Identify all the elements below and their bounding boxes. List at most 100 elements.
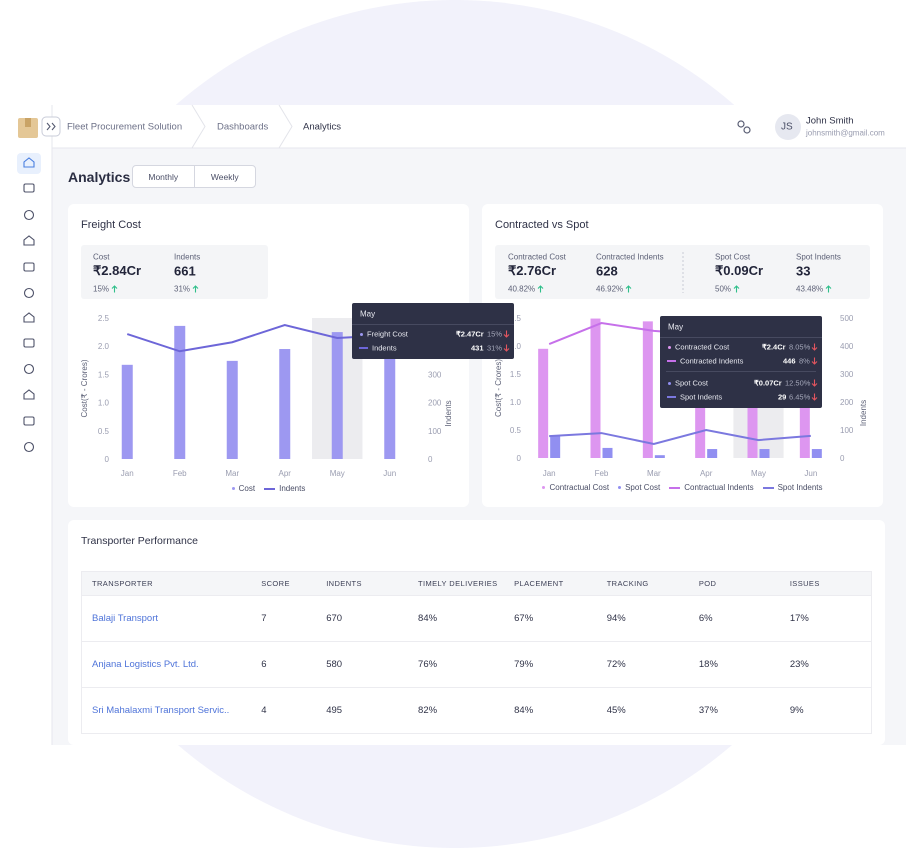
tooltip-value: 29 (778, 392, 787, 402)
nav-icon[interactable] (23, 416, 35, 426)
legend-dot (231, 487, 235, 490)
tooltip-value: 431 (471, 343, 484, 353)
y-tick-label: 2.0 (98, 342, 110, 351)
column-header: TIMELY DELIVERIES (418, 579, 498, 588)
chart-title: Freight Cost (81, 219, 141, 231)
avatar (775, 114, 801, 140)
column-header: PLACEMENT (514, 579, 564, 588)
column-header: INDENTS (326, 579, 362, 588)
nav-icon[interactable] (23, 235, 35, 246)
y2-tick-label: 300 (428, 370, 442, 379)
table-title: Transporter Performance (81, 535, 198, 547)
transporter-link[interactable]: Anjana Logistics Pvt. Ltd. (92, 659, 199, 670)
tooltip-label: Contracted Indents (680, 356, 744, 366)
tab[interactable]: Monthly (148, 171, 179, 182)
nav-icon[interactable] (23, 157, 35, 168)
nav-icon[interactable] (23, 441, 35, 453)
nav-icon[interactable] (23, 287, 35, 299)
tab[interactable]: Weekly (193, 166, 256, 187)
top-bar (6, 105, 906, 148)
stat-value: ₹2.76Cr (508, 263, 557, 278)
bar (642, 321, 653, 458)
y-tick-label: 0.5 (98, 427, 110, 436)
legend-label: Contractual Cost (549, 483, 610, 492)
transporter-link[interactable]: Balaji Transport (92, 613, 159, 624)
icon-shape (23, 416, 35, 426)
stat-change: 50% (715, 284, 732, 294)
tooltip-marker (360, 332, 363, 336)
stat-value: 628 (596, 263, 618, 279)
stat-value: ₹0.09Cr (715, 263, 764, 278)
tooltip-label: Spot Cost (675, 378, 708, 388)
tooltip: May Contracted Cost 8.05% ₹2.4Cr Contracted … (660, 316, 822, 408)
x-tick-label: Apr (700, 469, 713, 478)
tooltip-label: Contracted Cost (675, 342, 730, 352)
legend-item: Cost (231, 484, 255, 493)
tooltip-marker (668, 345, 671, 349)
logo-mark (25, 118, 31, 127)
x-tick-label: Jan (543, 469, 556, 478)
user-email: johnsmith@gmail.com (806, 128, 885, 138)
legend-label: Contractual Indents (684, 483, 754, 492)
legend-item: Spot Indents (762, 483, 823, 492)
legend-dot (618, 486, 622, 489)
table-row: Balaji Transport 7 670 84% 67% 94% 6% 17% (81, 595, 872, 642)
x-tick-label: May (330, 469, 345, 478)
legend-line (669, 486, 681, 489)
tooltip-marker (359, 347, 368, 349)
avatar-initials: JS (781, 121, 793, 133)
table-cell: 37% (698, 705, 718, 716)
x-tick-label: Jun (383, 469, 396, 478)
nav-icon[interactable] (23, 338, 35, 348)
tooltip-change: 8.05% (789, 342, 811, 352)
table-cell: 84% (418, 613, 438, 624)
x-tick-label: May (751, 469, 766, 478)
y2-axis-label: Indents (859, 400, 868, 426)
table-cell: 4 (261, 705, 267, 716)
stat-change: 46.92% (596, 284, 624, 294)
bar (654, 455, 665, 458)
nav-icon[interactable] (23, 363, 35, 375)
stat-value: 33 (796, 263, 811, 279)
logo (18, 118, 38, 138)
tooltip-value: 446 (783, 356, 796, 366)
tooltip-change: 15% (487, 329, 503, 339)
nav-icon[interactable] (23, 312, 35, 323)
y-tick-label: 1.5 (98, 370, 110, 379)
nav-icon[interactable] (23, 389, 35, 400)
breadcrumb[interactable]: Dashboards (217, 121, 269, 133)
up-arrow (537, 285, 544, 293)
icon-shape (23, 157, 35, 168)
nav-active-bg (17, 153, 41, 174)
up-arrow (192, 285, 199, 293)
transporter-link[interactable]: Sri Mahalaxmi Transport Servic.. (92, 705, 230, 716)
stat-label: Spot Cost (715, 252, 751, 262)
breadcrumb-separators (191, 104, 293, 149)
up-arrow (625, 285, 632, 293)
icon-shape (23, 312, 35, 323)
column-header: ISSUES (789, 579, 820, 588)
down-arrow (811, 343, 818, 351)
tooltip-value: ₹2.4Cr (762, 342, 786, 352)
legend: Contractual Cost Spot Cost Contractual Ind… (482, 483, 883, 492)
tooltip-divider (660, 337, 822, 338)
settings-icon[interactable] (737, 120, 751, 134)
stat-label: Contracted Indents (596, 252, 664, 262)
stat-change: 40.82% (508, 284, 536, 294)
tooltip-value: ₹2.47Cr (456, 329, 484, 339)
tooltip-change: 6.45% (789, 392, 811, 402)
table-cell: 7 (261, 613, 267, 624)
collapse-button[interactable] (41, 116, 61, 137)
bar (707, 449, 718, 458)
tooltip-change: 31% (487, 343, 503, 353)
tooltip-marker (668, 381, 671, 385)
nav-icon[interactable] (23, 262, 35, 272)
nav-icon[interactable] (23, 183, 35, 193)
breadcrumb[interactable]: Analytics (303, 121, 342, 133)
breadcrumb[interactable]: Fleet Procurement Solution (67, 121, 183, 133)
icon-shape (23, 287, 35, 299)
table-cell: 17% (789, 613, 809, 624)
line (549, 428, 811, 446)
user-name: John Smith (806, 115, 854, 127)
nav-icon[interactable] (23, 209, 35, 221)
